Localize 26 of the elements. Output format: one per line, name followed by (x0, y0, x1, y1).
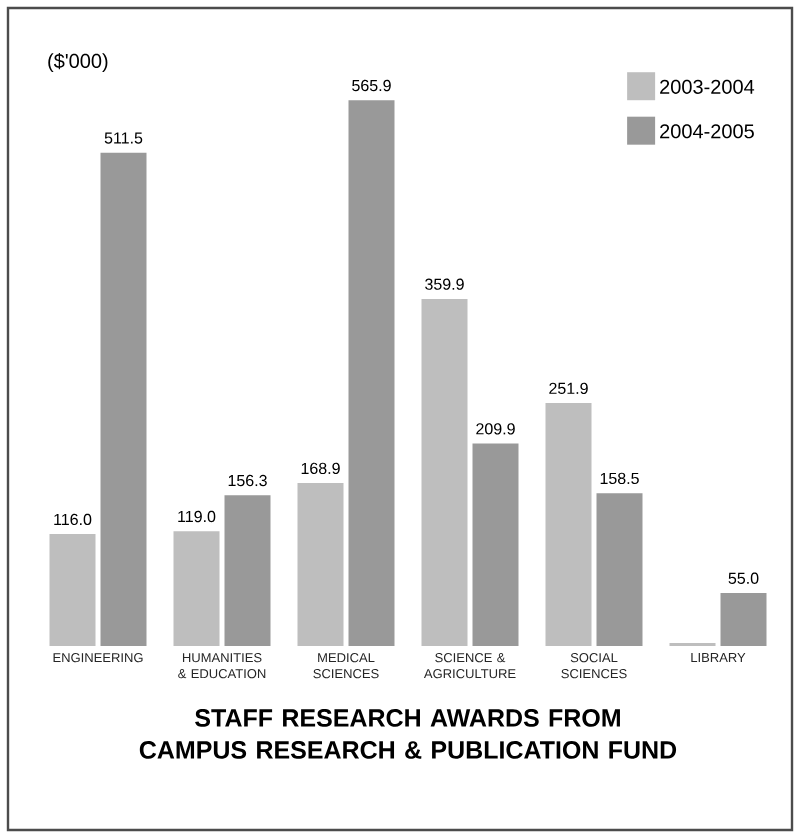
bar (49, 534, 96, 646)
data-label: 158.5 (600, 472, 639, 485)
data-label: 359.9 (425, 278, 464, 290)
data-label: 55.0 (728, 572, 759, 584)
bar (421, 298, 468, 646)
data-label: 156.3 (228, 474, 267, 487)
bar (297, 483, 344, 646)
data-label: 119.0 (178, 510, 216, 523)
text: STAFF RESEARCH AWARDS FROM CAMPUS RESEARCH & PUBLICATION FUND (139, 709, 677, 759)
legend-label: 2004-2005 (660, 124, 754, 139)
bar (100, 152, 147, 646)
data-label: 168.9 (301, 462, 340, 475)
data-label: 511.5 (104, 132, 143, 144)
bar (545, 403, 592, 646)
data-label: 116.0 (54, 513, 92, 526)
y-axis-title: ($'000) (48, 53, 108, 72)
data-label: 209.9 (476, 423, 515, 435)
bar (720, 592, 767, 646)
bar (348, 100, 395, 646)
legend-label: 2003-2004 (660, 79, 755, 94)
bar (472, 443, 519, 646)
data-label: 565.9 (352, 79, 391, 92)
data-label: 251.9 (549, 382, 588, 395)
bar (173, 531, 220, 646)
bar (224, 495, 271, 646)
bar (596, 493, 643, 646)
